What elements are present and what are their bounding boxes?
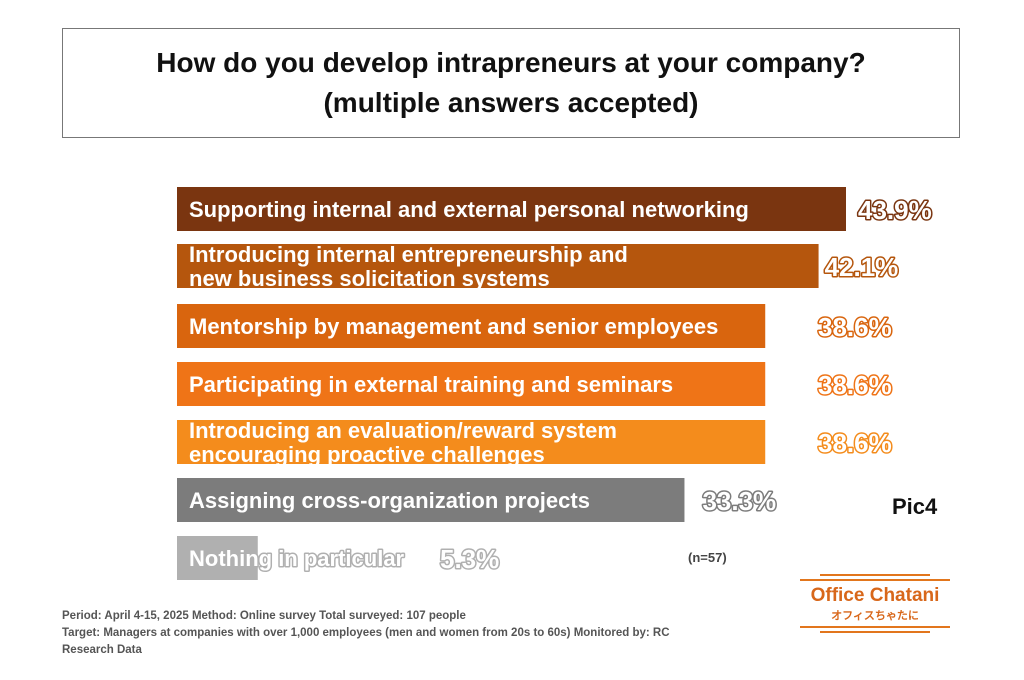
value-label-4: 38.6% bbox=[818, 428, 892, 458]
category-label-6-0: Nothing in particular bbox=[189, 546, 405, 571]
category-label-4-0: Introducing an evaluation/reward system bbox=[189, 418, 617, 443]
office-chatani-logo: Office Chatani オフィスちゃたに bbox=[800, 571, 950, 651]
logo-line-bottom-1 bbox=[800, 626, 950, 628]
footer-line-3: Research Data bbox=[62, 644, 142, 656]
value-label-3: 38.6% bbox=[818, 370, 892, 400]
logo-line-top-2 bbox=[800, 579, 950, 581]
category-label-1-1: new business solicitation systems bbox=[189, 266, 550, 291]
bar-5 bbox=[177, 478, 685, 522]
bar-chart: Supporting internal and external persona… bbox=[177, 187, 933, 580]
bar-0 bbox=[177, 187, 846, 231]
category-label-3-0: Participating in external training and s… bbox=[189, 372, 673, 397]
value-label-5: 33.3% bbox=[702, 486, 776, 516]
category-label-0-0: Supporting internal and external persona… bbox=[189, 197, 749, 222]
bar-1 bbox=[177, 244, 819, 288]
logo-subtitle: オフィスちゃたに bbox=[831, 610, 919, 622]
chart-title-line-2: (multiple answers accepted) bbox=[323, 87, 699, 118]
bar-4 bbox=[177, 420, 766, 464]
category-label-4-1: encouraging proactive challenges bbox=[189, 442, 545, 467]
logo-name: Office Chatani bbox=[810, 585, 940, 606]
footer-notes: Period: April 4-15, 2025 Method: Online … bbox=[62, 608, 782, 659]
value-label-1: 42.1% bbox=[825, 252, 899, 282]
pic-label: Pic4 bbox=[892, 494, 938, 519]
chart-title-line-1: How do you develop intrapreneurs at your… bbox=[156, 47, 866, 78]
sample-size-label: (n=57) bbox=[688, 550, 727, 565]
bar-2 bbox=[177, 304, 766, 348]
value-label-2: 38.6% bbox=[818, 312, 892, 342]
category-label-2-0: Mentorship by management and senior empl… bbox=[189, 314, 718, 339]
value-label-0: 43.9% bbox=[858, 195, 932, 225]
footer-line-2: Target: Managers at companies with over … bbox=[62, 627, 670, 639]
bar-6 bbox=[177, 536, 258, 580]
value-label-6: 5.3% bbox=[440, 544, 499, 574]
logo-line-top-1 bbox=[820, 574, 930, 576]
logo-line-bottom-2 bbox=[820, 631, 930, 633]
bar-3 bbox=[177, 362, 766, 406]
category-label-5-0: Assigning cross-organization projects bbox=[189, 488, 590, 513]
category-label-1-0: Introducing internal entrepreneurship an… bbox=[189, 242, 628, 267]
footer-line-1: Period: April 4-15, 2025 Method: Online … bbox=[62, 610, 466, 622]
title-box: How do you develop intrapreneurs at your… bbox=[62, 28, 960, 138]
